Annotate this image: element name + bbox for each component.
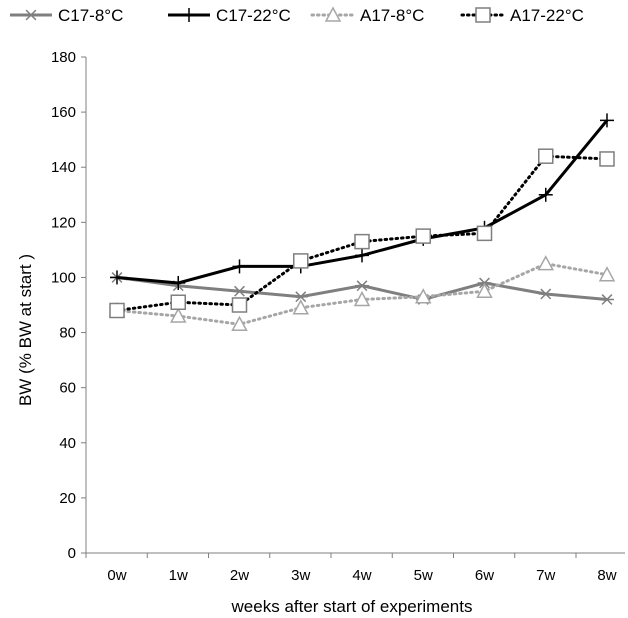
- data-point-asterisk: [538, 288, 553, 300]
- legend-item: A17-8°C: [310, 6, 424, 25]
- x-tick-label: 2w: [230, 567, 249, 584]
- data-point-square: [476, 225, 493, 242]
- x-tick-label: 1w: [169, 567, 188, 584]
- data-point-square: [293, 253, 309, 269]
- legend: C17-8°C C17-22°C A17-8°C A17-22°C: [10, 6, 584, 25]
- data-point-plus: [355, 248, 369, 263]
- data-point-square: [475, 7, 491, 23]
- legend-item: C17-8°C: [10, 6, 123, 25]
- data-point-square: [231, 297, 248, 313]
- data-point-asterisk: [293, 291, 308, 303]
- data-point-triangle: [353, 290, 371, 307]
- legend-label: C17-22°C: [216, 6, 291, 25]
- y-tick-label: 120: [51, 214, 76, 231]
- data-point-triangle: [476, 282, 493, 298]
- y-tick-label: 160: [51, 104, 76, 121]
- axes: 0 20 40 60 80 100 120 140 160 180 0w 1w 2w 3w 4w 5w 6w 7w…: [51, 49, 625, 584]
- x-tick-label: 8w: [597, 567, 616, 584]
- data-point-triangle: [414, 288, 432, 304]
- series-1: [110, 113, 614, 290]
- data-point-plus: [600, 113, 614, 128]
- data-point-plus: [182, 8, 196, 22]
- x-tick-label: 0w: [107, 567, 126, 584]
- asterisk-stroke: [540, 288, 552, 300]
- y-tick-label: 140: [51, 159, 76, 176]
- legend-label: A17-22°C: [510, 6, 584, 25]
- legend-label: A17-8°C: [360, 6, 424, 25]
- data-point-asterisk: [355, 280, 369, 292]
- x-tick-label: 6w: [475, 567, 494, 584]
- data-point-triangle: [169, 307, 187, 323]
- data-point-triangle: [537, 255, 555, 271]
- data-point-triangle: [292, 299, 310, 315]
- data-point-asterisk: [600, 294, 614, 305]
- data-point-square: [415, 228, 431, 244]
- x-tick-label: 7w: [536, 567, 555, 584]
- y-tick-label: 40: [59, 435, 76, 452]
- legend-item: A17-22°C: [460, 6, 584, 25]
- data-point-square: [599, 151, 615, 167]
- series-2: [108, 255, 616, 332]
- y-tick-label: 100: [51, 269, 76, 286]
- y-tick-label: 0: [68, 545, 76, 562]
- x-tick-label: 4w: [352, 567, 371, 584]
- data-point-square: [538, 148, 554, 164]
- data-point-plus: [538, 187, 553, 202]
- legend-label: C17-8°C: [58, 6, 123, 25]
- asterisk-stroke: [601, 294, 613, 305]
- x-axis-title: weeks after start of experiments: [231, 597, 473, 616]
- y-tick-label: 80: [59, 325, 76, 342]
- y-tick-label: 20: [59, 490, 76, 507]
- series-layer: [108, 113, 616, 332]
- x-tick-label: 3w: [291, 567, 310, 584]
- data-point-plus: [171, 275, 186, 290]
- asterisk-stroke: [25, 9, 37, 21]
- data-point-square: [109, 302, 125, 319]
- data-point-plus: [110, 270, 124, 285]
- data-point-square: [354, 233, 370, 250]
- y-axis-title: BW (% BW at start ): [16, 254, 35, 406]
- data-point-triangle: [324, 6, 342, 22]
- data-point-triangle: [231, 315, 248, 332]
- y-tick-label: 180: [51, 49, 76, 66]
- y-tick-label: 60: [59, 380, 76, 397]
- data-point-triangle: [598, 266, 616, 282]
- series-3: [109, 148, 615, 319]
- data-point-square: [170, 294, 186, 310]
- asterisk-stroke: [295, 291, 307, 303]
- legend-item: C17-22°C: [168, 6, 291, 25]
- data-point-plus: [232, 259, 247, 274]
- x-tick-label: 5w: [414, 567, 433, 584]
- asterisk-stroke: [356, 280, 368, 292]
- asterisk-stroke: [234, 285, 245, 297]
- data-point-asterisk: [232, 285, 247, 297]
- data-point-asterisk: [24, 9, 38, 21]
